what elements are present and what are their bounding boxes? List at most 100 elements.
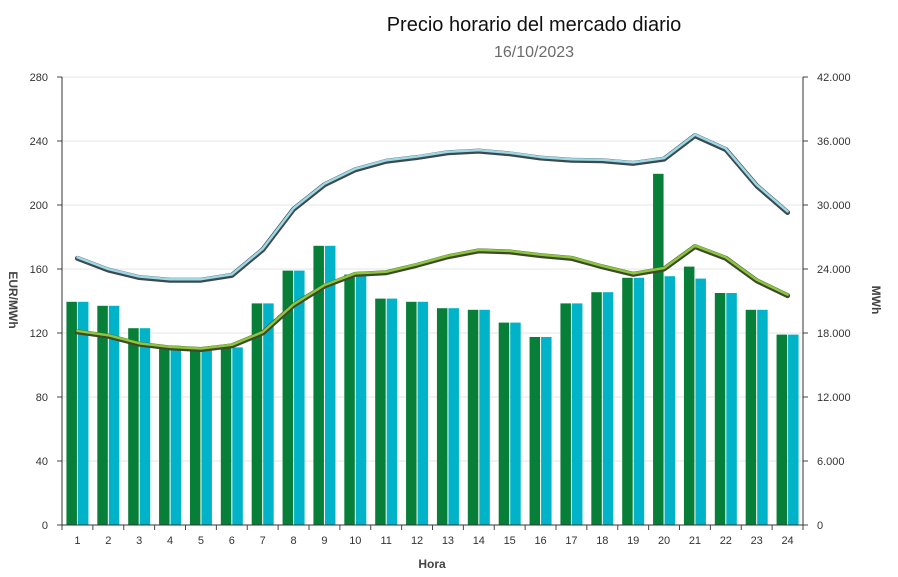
x-tick-label: 8 (291, 535, 297, 547)
bar (776, 334, 788, 525)
gridlines (62, 76, 803, 462)
bar (633, 277, 645, 525)
bar (294, 270, 305, 525)
y-axis-title: EUR/MWh (6, 271, 20, 328)
y-tick-label: 280 (30, 72, 48, 84)
bar (745, 309, 757, 525)
bars (66, 173, 799, 526)
bar (683, 266, 695, 525)
y2-tick-label: 36.000 (817, 136, 851, 148)
x-tick-label: 3 (136, 535, 142, 547)
y2-tick-label: 18.000 (817, 328, 851, 340)
bar (448, 308, 459, 525)
bar (510, 322, 521, 525)
x-tick-label: 21 (689, 535, 701, 547)
x-tick-label: 6 (229, 535, 235, 547)
y2-tick-label: 42.000 (817, 72, 851, 84)
x-tick-label: 23 (751, 535, 763, 547)
bar (602, 292, 614, 525)
bar (324, 245, 336, 526)
chart-subtitle: 16/10/2023 (493, 44, 575, 61)
bar (498, 322, 510, 525)
bar (529, 337, 541, 525)
bar (757, 309, 768, 525)
y-tick-label: 200 (30, 200, 48, 212)
chart-title: Precio horario del mercado diario (386, 14, 682, 36)
bar (66, 301, 77, 525)
bar (571, 303, 583, 525)
axes: 0408012016020024028006.00012.00018.00024… (30, 72, 851, 547)
bar (467, 309, 479, 525)
x-tick-label: 18 (596, 535, 608, 547)
bar (541, 337, 552, 525)
series-line (76, 244, 789, 350)
bar (282, 270, 294, 525)
bar (263, 303, 274, 525)
bar (139, 328, 151, 525)
bar (653, 173, 664, 526)
x-tick-label: 16 (534, 535, 546, 547)
y-tick-label: 80 (36, 392, 48, 404)
x-tick-label: 12 (411, 535, 423, 547)
y-tick-label: 0 (42, 520, 48, 532)
bar (189, 349, 201, 525)
bar (375, 298, 386, 525)
x-tick-label: 2 (105, 535, 111, 547)
bar (97, 305, 108, 525)
bar (170, 345, 182, 525)
bar (726, 293, 737, 525)
y2-axis-title: MWh (869, 286, 883, 315)
x-tick-label: 22 (720, 535, 732, 547)
bar (714, 293, 726, 525)
x-tick-label: 7 (260, 535, 266, 547)
x-tick-label: 17 (565, 535, 577, 547)
bar (108, 305, 120, 525)
x-tick-label: 24 (781, 535, 793, 547)
bar (664, 276, 676, 525)
bar (355, 274, 367, 525)
bar (788, 334, 799, 525)
bar (622, 277, 633, 525)
y-tick-label: 160 (30, 264, 48, 276)
bar (479, 309, 490, 525)
y-tick-label: 240 (30, 136, 48, 148)
lines (74, 133, 791, 353)
y2-tick-label: 12.000 (817, 392, 851, 404)
x-tick-label: 9 (321, 535, 327, 547)
bar (201, 349, 212, 525)
series-line (76, 133, 789, 281)
bar (406, 301, 417, 525)
bar (251, 303, 263, 525)
x-axis-title: Hora (418, 557, 446, 571)
bar (159, 345, 170, 525)
y2-tick-label: 30.000 (817, 200, 851, 212)
x-tick-label: 11 (380, 535, 391, 547)
x-tick-label: 19 (627, 535, 639, 547)
x-tick-label: 15 (504, 535, 516, 547)
y-tick-label: 120 (30, 328, 48, 340)
x-tick-label: 1 (74, 535, 80, 547)
x-tick-label: 14 (473, 535, 485, 547)
bar (128, 328, 139, 525)
bar (386, 298, 398, 525)
series-line-shadow (74, 244, 791, 353)
bar (344, 274, 355, 525)
x-tick-label: 10 (349, 535, 361, 547)
bar (313, 245, 324, 526)
bar (77, 301, 89, 525)
bar (560, 303, 571, 525)
x-tick-label: 13 (442, 535, 454, 547)
x-tick-label: 5 (198, 535, 204, 547)
bar (220, 347, 232, 525)
y2-tick-label: 0 (817, 520, 823, 532)
bar (591, 292, 602, 525)
bar (232, 347, 243, 525)
y2-tick-label: 6.000 (817, 456, 845, 468)
y-tick-label: 40 (36, 456, 48, 468)
x-tick-label: 4 (167, 535, 173, 547)
bar (695, 278, 706, 525)
y2-tick-label: 24.000 (817, 264, 851, 276)
bar (417, 301, 429, 525)
x-tick-label: 20 (658, 535, 670, 547)
